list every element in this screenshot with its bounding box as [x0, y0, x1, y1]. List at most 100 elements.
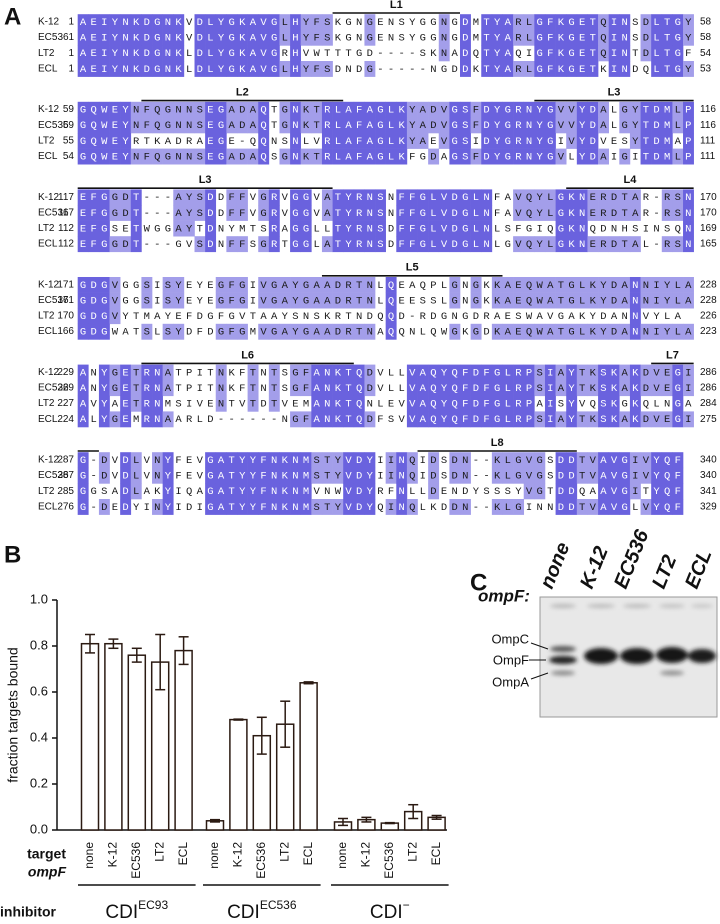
- conservation-shade: [226, 45, 238, 62]
- conservation-shade: [523, 380, 535, 397]
- error-bar: [85, 633, 95, 654]
- conservation-shade: [215, 452, 227, 469]
- conservation-shade: [481, 101, 493, 118]
- conservation-shade: [226, 452, 238, 469]
- conservation-shade: [502, 499, 514, 515]
- conservation-shade: [321, 61, 333, 77]
- band-label: OmpF: [493, 652, 529, 667]
- conservation-shade: [205, 483, 217, 500]
- conservation-shade: [152, 411, 163, 428]
- conservation-shade: [406, 189, 418, 206]
- conservation-shade: [194, 14, 206, 31]
- conservation-shade: [152, 117, 163, 134]
- conservation-shade: [544, 411, 556, 428]
- group-label-sup: −: [403, 898, 410, 912]
- conservation-shade: [534, 467, 546, 484]
- conservation-shade: [332, 380, 344, 397]
- band: [550, 604, 576, 608]
- conservation-shade: [205, 29, 217, 46]
- conservation-shade: [258, 29, 270, 46]
- conservation-shade: [661, 483, 673, 500]
- conservation-shade: [640, 380, 652, 397]
- conservation-shade: [130, 101, 142, 118]
- conservation-shade: [88, 220, 100, 237]
- conservation-shade: [300, 101, 312, 118]
- conservation-shade: [555, 380, 567, 397]
- panel-label: B: [4, 541, 21, 568]
- conservation-shade: [300, 205, 312, 221]
- conservation-shade: [98, 452, 110, 469]
- conservation-shade: [215, 483, 227, 500]
- conservation-shade: [215, 45, 227, 62]
- conservation-shade: [343, 467, 355, 484]
- conservation-shade: [502, 133, 514, 149]
- conservation-shade: [449, 220, 461, 237]
- conservation-shade: [77, 220, 89, 237]
- conservation-shade: [162, 101, 174, 118]
- conservation-shade: [162, 364, 174, 381]
- conservation-shade: [300, 29, 312, 46]
- conservation-shade: [449, 236, 461, 253]
- conservation-shade: [640, 323, 652, 340]
- conservation-shade: [98, 117, 110, 134]
- conservation-shade: [544, 133, 556, 149]
- conservation-shade: [290, 467, 302, 484]
- conservation-shade: [109, 411, 121, 428]
- x-tick-label: K-12: [106, 842, 120, 868]
- conservation-shade: [428, 205, 440, 221]
- conservation-shade: [290, 364, 302, 381]
- conservation-shade: [343, 117, 355, 134]
- conservation-shade: [321, 14, 333, 31]
- bar: [127, 654, 147, 831]
- conservation-shade: [311, 411, 323, 428]
- conservation-shade: [109, 101, 121, 118]
- conservation-shade: [523, 395, 535, 412]
- conservation-shade: [247, 483, 259, 500]
- conservation-shade: [353, 395, 365, 412]
- conservation-shade: [162, 292, 174, 309]
- conservation-shade: [396, 220, 408, 237]
- conservation-shade: [502, 467, 514, 484]
- conservation-shade: [629, 395, 641, 412]
- conservation-shade: [566, 117, 578, 134]
- conservation-shade: [141, 323, 153, 340]
- conservation-shade: [321, 148, 333, 165]
- conservation-shade: [555, 45, 567, 62]
- conservation-shade: [428, 148, 440, 165]
- conservation-shade: [130, 189, 142, 206]
- conservation-shade: [173, 45, 185, 62]
- conservation-shade: [640, 133, 652, 149]
- conservation-shade: [88, 277, 100, 293]
- conservation-shade: [311, 277, 323, 293]
- loop-label: L7: [666, 349, 679, 361]
- conservation-shade: [672, 117, 684, 134]
- conservation-shade: [661, 277, 673, 293]
- panel-label: C: [470, 569, 487, 596]
- band: [550, 646, 576, 652]
- conservation-shade: [258, 148, 270, 165]
- conservation-shade: [215, 133, 227, 149]
- sequence-end: 58: [700, 17, 712, 28]
- conservation-shade: [353, 499, 365, 515]
- conservation-shade: [619, 380, 631, 397]
- conservation-shade: [162, 483, 174, 500]
- conservation-shade: [566, 483, 578, 500]
- conservation-shade: [120, 189, 132, 206]
- conservation-shade: [77, 45, 89, 62]
- conservation-shade: [173, 189, 185, 206]
- conservation-shade: [236, 452, 248, 469]
- conservation-shade: [523, 411, 535, 428]
- conservation-shade: [162, 117, 174, 134]
- conservation-shade: [98, 61, 110, 77]
- conservation-shade: [587, 117, 599, 134]
- conservation-shade: [491, 395, 503, 412]
- conservation-shade: [576, 189, 588, 206]
- conservation-shade: [364, 205, 376, 221]
- conservation-shade: [460, 14, 471, 31]
- conservation-shade: [364, 499, 376, 515]
- conservation-shade: [513, 467, 525, 484]
